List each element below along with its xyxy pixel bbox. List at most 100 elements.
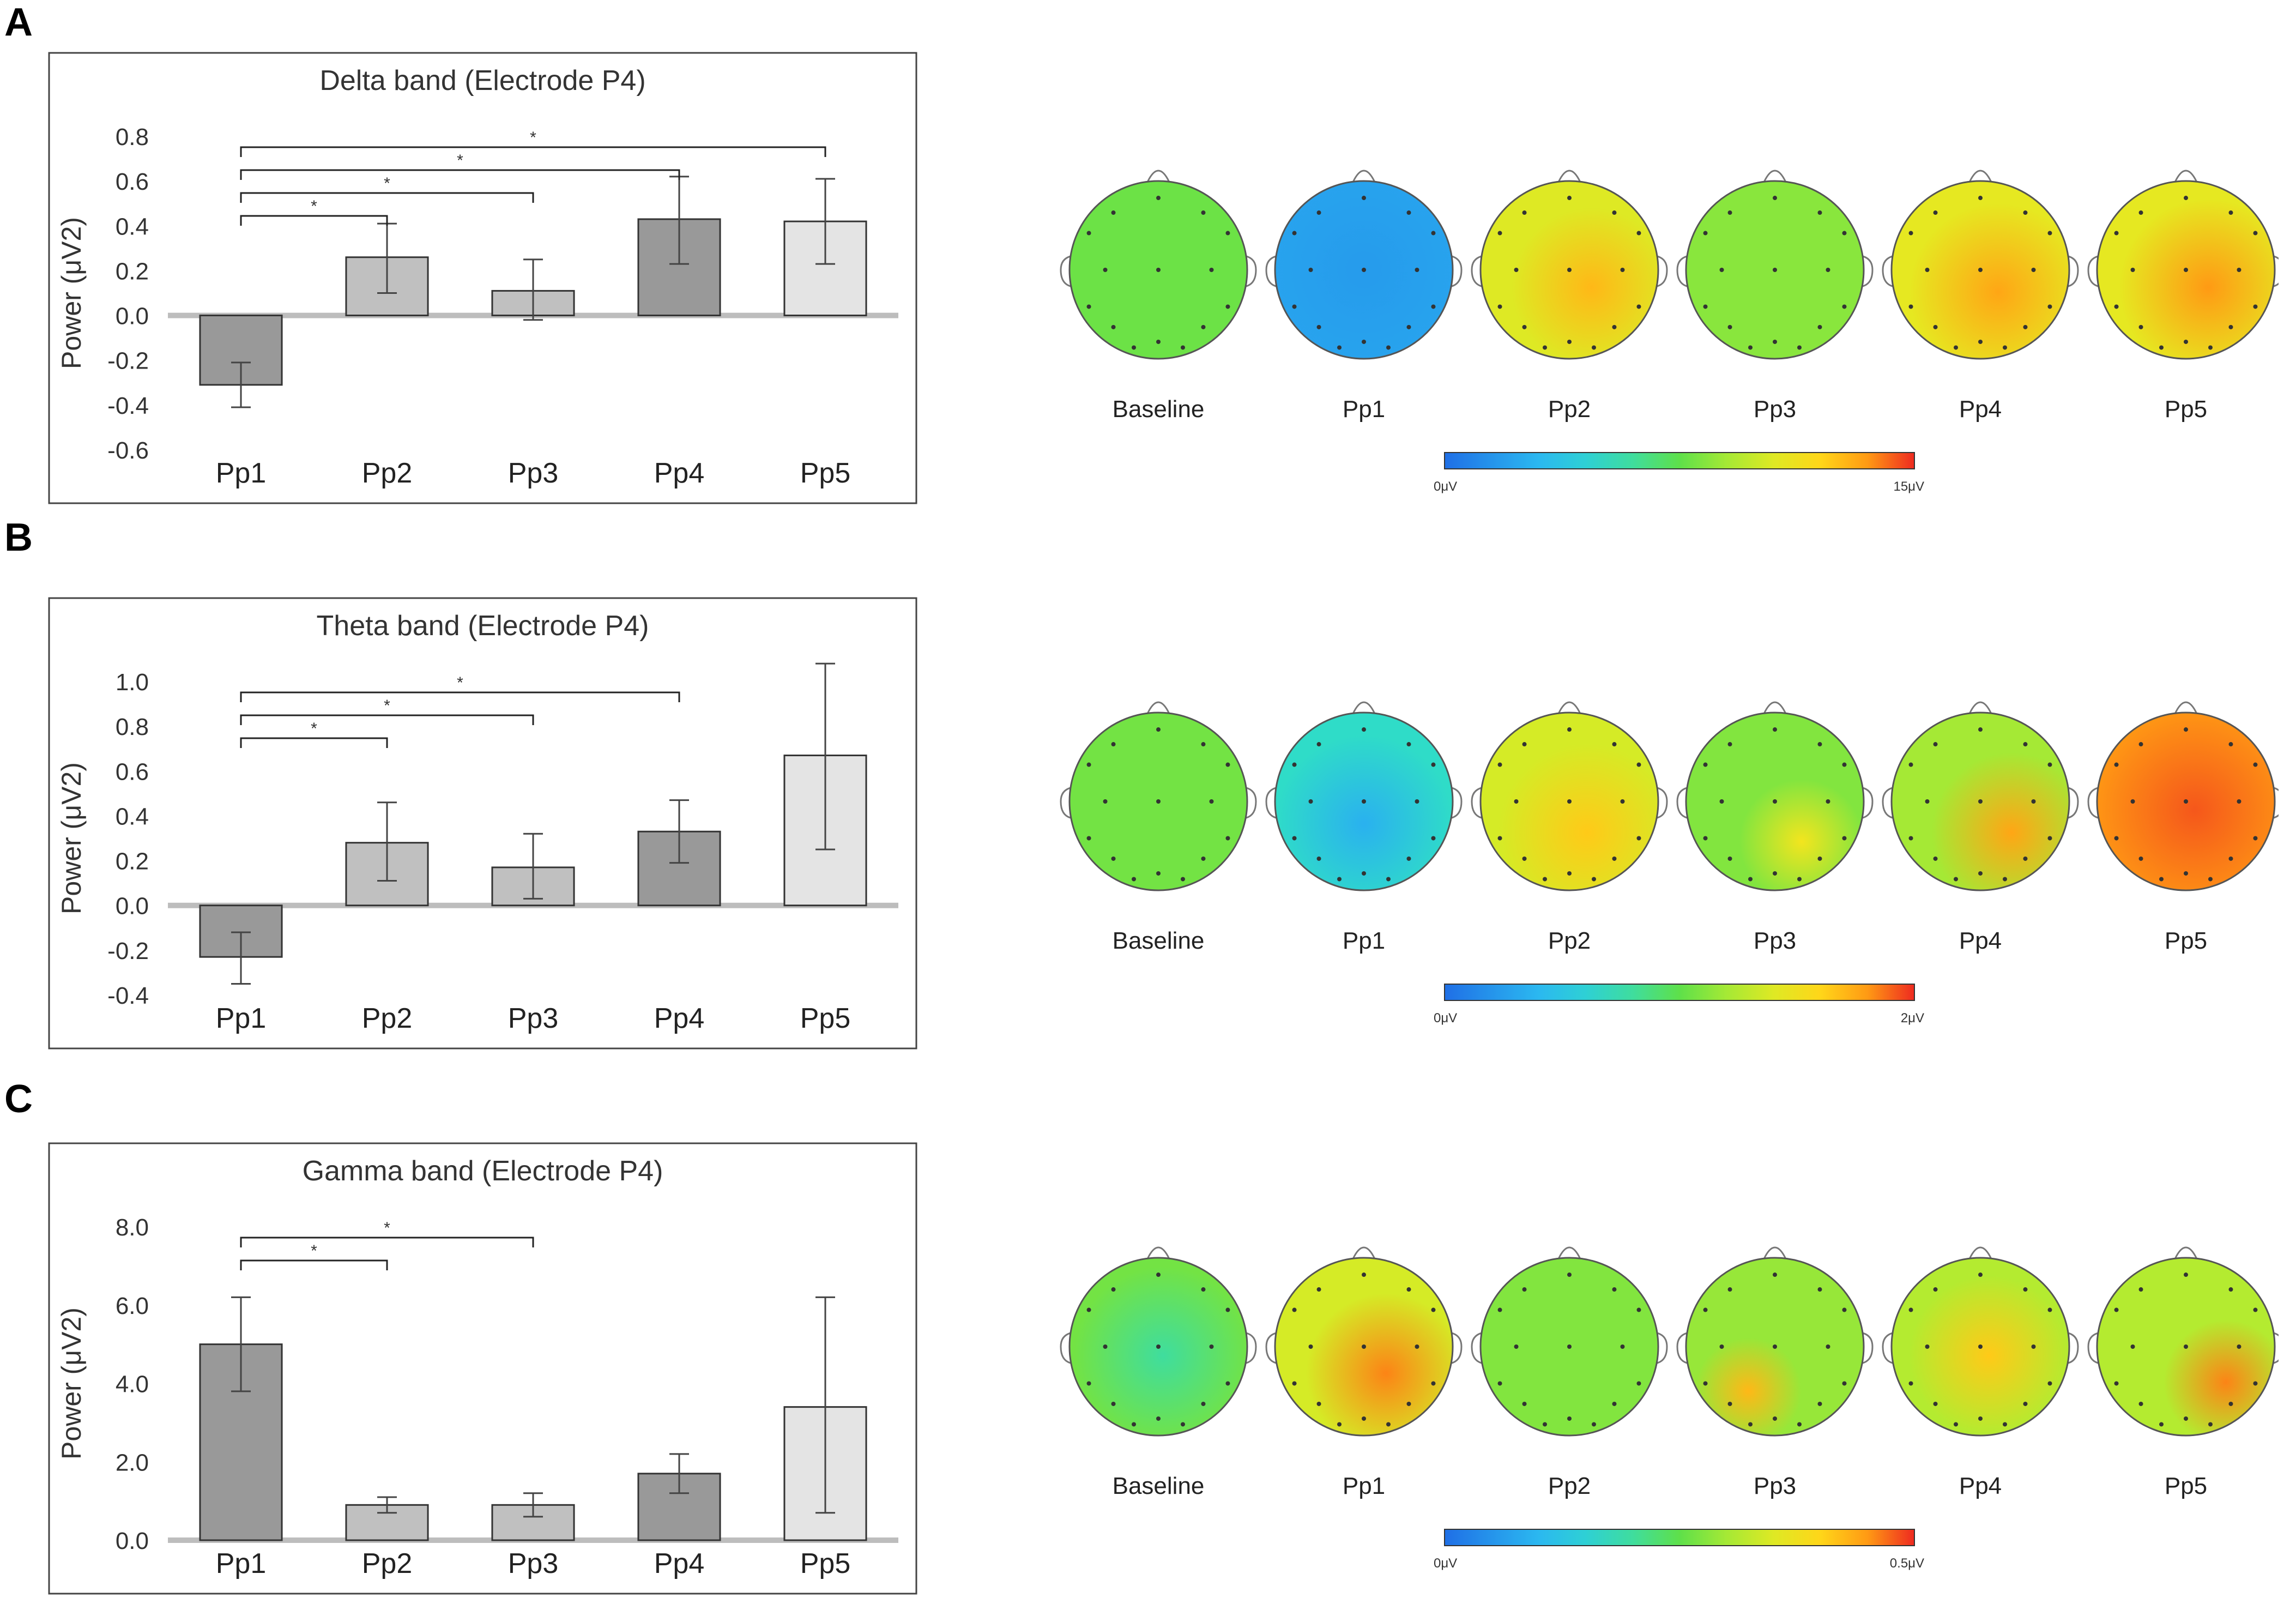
electrode-dot (2228, 742, 2233, 747)
electrode-dot (2138, 324, 2143, 329)
nose-shape (2174, 170, 2198, 183)
electrode-dot (1386, 877, 1391, 882)
electrode-dot (2047, 762, 2052, 767)
right-ear-shape (1657, 1332, 1668, 1364)
x-tick-label: Pp5 (800, 1003, 851, 1034)
electrode-dot (2138, 210, 2143, 215)
electrode-dot (1636, 1381, 1641, 1386)
electrode-dot (1209, 1344, 1214, 1349)
electrode-dot (1362, 196, 1366, 201)
y-tick-label: 0.2 (116, 848, 149, 875)
electrode-dot (1773, 339, 1777, 344)
topomap-svg: Baseline Pp1 Pp2 Pp3 Pp4 Pp5 0μV 0.5μV (1060, 1246, 2279, 1571)
electrode-dot (1225, 836, 1230, 841)
electrode-dot (2047, 1381, 2052, 1386)
electrode-dot (1201, 1287, 1206, 1292)
left-ear-shape (1060, 255, 1071, 287)
electrode-dot (1826, 268, 1830, 272)
electrode-dot (1415, 268, 1419, 272)
error-bar-pp3 (523, 833, 543, 900)
electrode-dot (2130, 268, 2135, 272)
x-tick-label: Pp4 (654, 1003, 705, 1034)
y-tick-label: 0.4 (116, 213, 149, 240)
electrode-dot (1086, 1381, 1091, 1386)
bar-pp5 (783, 220, 867, 317)
colorbar-max-label: 15μV (1893, 479, 1924, 494)
electrode-dot (1612, 1401, 1617, 1406)
electrode-dot (1292, 231, 1297, 236)
electrode-dot (1209, 799, 1214, 804)
y-tick-label: 0.8 (116, 714, 149, 740)
electrode-dot (1727, 1401, 1732, 1406)
electrode-dot (1773, 1273, 1777, 1277)
electrode-dot (1086, 231, 1091, 236)
colorbar-min-label: 0μV (1434, 1556, 1457, 1571)
nose-shape (1968, 1246, 1992, 1259)
electrode-dot (1773, 1344, 1777, 1349)
electrode-dot (2023, 1401, 2028, 1406)
electrode-dot (1292, 1307, 1297, 1312)
electrode-dot (2114, 231, 2119, 236)
error-bar-pp1 (231, 931, 251, 985)
electrode-dot (2208, 1422, 2213, 1427)
electrode-dot (1817, 210, 1822, 215)
electrode-dot (1612, 856, 1617, 861)
topomap-svg: Baseline Pp1 Pp2 Pp3 Pp4 Pp5 0μV 15μV (1060, 170, 2279, 494)
topomap-head-pp4 (1882, 170, 2079, 360)
y-tick-label: 0.0 (116, 303, 149, 330)
electrode-dot (2047, 231, 2052, 236)
electrode-dot (2130, 799, 2135, 804)
electrode-dot (2031, 268, 2036, 272)
error-bar-pp2 (377, 1496, 397, 1514)
significance-bracket (240, 691, 680, 702)
electrode-dot (2253, 836, 2258, 841)
y-tick-label: 8.0 (116, 1214, 149, 1241)
significance-star: * (457, 674, 463, 692)
significance-star: * (384, 697, 390, 715)
electrode-dot (1908, 836, 1913, 841)
chart-frame (48, 597, 917, 1050)
topomap-label-baseline: Baseline (1113, 1473, 1205, 1499)
electrode-dot (1978, 799, 1983, 804)
electrode-dot (1543, 345, 1548, 350)
x-tick-label: Pp4 (654, 457, 705, 489)
x-tick-label: Pp2 (362, 1548, 413, 1579)
topomap-head-pp3 (1676, 701, 1874, 891)
electrode-dot (2002, 1422, 2007, 1427)
electrode-dot (1316, 856, 1321, 861)
left-ear-shape (1060, 787, 1071, 819)
y-tick-label: 0.4 (116, 803, 149, 830)
electrode-dot (1748, 1422, 1753, 1427)
electrode-dot (1111, 324, 1116, 329)
electrode-dot (1431, 304, 1436, 309)
electrode-dot (1103, 268, 1108, 272)
colorbar (1444, 1529, 1915, 1546)
error-bar-pp4 (669, 799, 689, 864)
electrode-dot (1132, 345, 1137, 350)
electrode-dot (2138, 1401, 2143, 1406)
electrode-dot (1111, 210, 1116, 215)
left-ear-shape (1882, 255, 1893, 287)
topomap-head-pp1 (1265, 701, 1463, 891)
electrode-dot (2184, 799, 2188, 804)
electrode-dot (1703, 304, 1708, 309)
electrode-dot (1316, 1401, 1321, 1406)
electrode-dot (1954, 1422, 1959, 1427)
bar-chart-theta: Theta band (Electrode P4) Power (μV2) -0.4… (48, 597, 917, 1050)
panel-letter-a: A (4, 1, 33, 44)
nose-shape (1763, 1246, 1787, 1259)
electrode-dot (1978, 1344, 1983, 1349)
right-ear-shape (1246, 1332, 1257, 1364)
electrode-dot (2031, 799, 2036, 804)
electrode-dot (1727, 1287, 1732, 1292)
electrode-dot (1514, 1344, 1519, 1349)
electrode-dot (1636, 1307, 1641, 1312)
electrode-dot (1842, 836, 1847, 841)
electrode-dot (1316, 742, 1321, 747)
electrode-dot (1978, 1273, 1983, 1277)
electrode-dot (2047, 836, 2052, 841)
electrode-dot (1316, 324, 1321, 329)
electrode-dot (1703, 231, 1708, 236)
colorbar-max-label: 0.5μV (1890, 1556, 1924, 1571)
y-tick-label: -0.2 (107, 348, 149, 375)
